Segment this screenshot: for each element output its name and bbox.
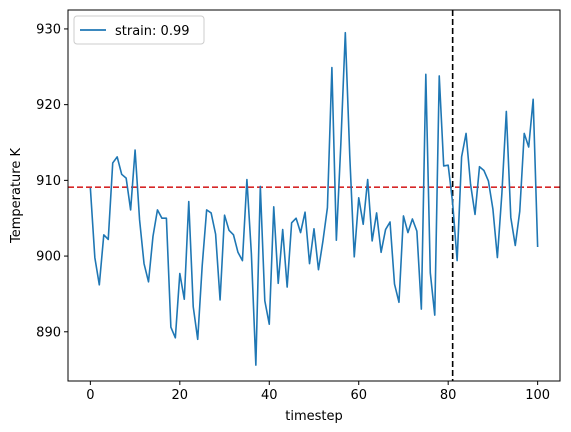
y-tick-label: 910 [36, 174, 61, 189]
x-tick-label: 0 [86, 388, 94, 403]
x-tick-label: 80 [440, 388, 457, 403]
plot-frame [67, 9, 561, 382]
x-tick-label: 100 [525, 388, 550, 403]
x-tick-label: 20 [172, 388, 189, 403]
y-axis-label: Temperature K [9, 148, 24, 244]
legend-label: strain: 0.99 [115, 24, 190, 39]
x-axis: 0 20 40 60 80 100 [86, 381, 550, 403]
x-tick-label: 40 [261, 388, 278, 403]
y-tick-label: 900 [36, 250, 61, 265]
legend-box [73, 15, 205, 45]
series-line [89, 31, 539, 366]
y-tick-label: 930 [36, 22, 61, 37]
legend: strain: 0.99 [73, 15, 205, 45]
x-axis-label: timestep [285, 409, 343, 424]
y-tick-label: 920 [36, 98, 61, 113]
plot-area [68, 10, 560, 381]
x-tick-label: 60 [350, 388, 367, 403]
y-axis: 890 900 910 920 930 [36, 22, 68, 340]
y-tick-label: 890 [36, 325, 61, 340]
